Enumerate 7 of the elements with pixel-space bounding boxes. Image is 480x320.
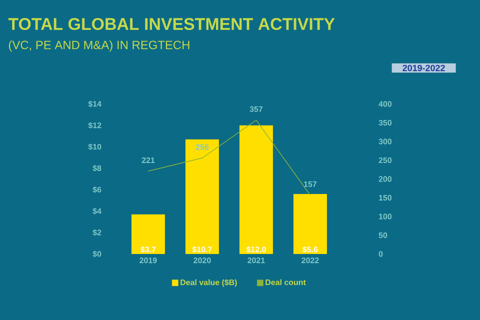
bar [293, 194, 327, 254]
bar [131, 214, 165, 254]
bar [239, 125, 273, 254]
text: 2019-2022 [402, 64, 445, 72]
chart-title: TOTAL GLOBAL INVESTMENT ACTIVITY [8, 18, 335, 30]
chart-subtitle: (VC, PE AND M&A) IN REGTECH [8, 40, 190, 52]
bar [185, 139, 219, 254]
